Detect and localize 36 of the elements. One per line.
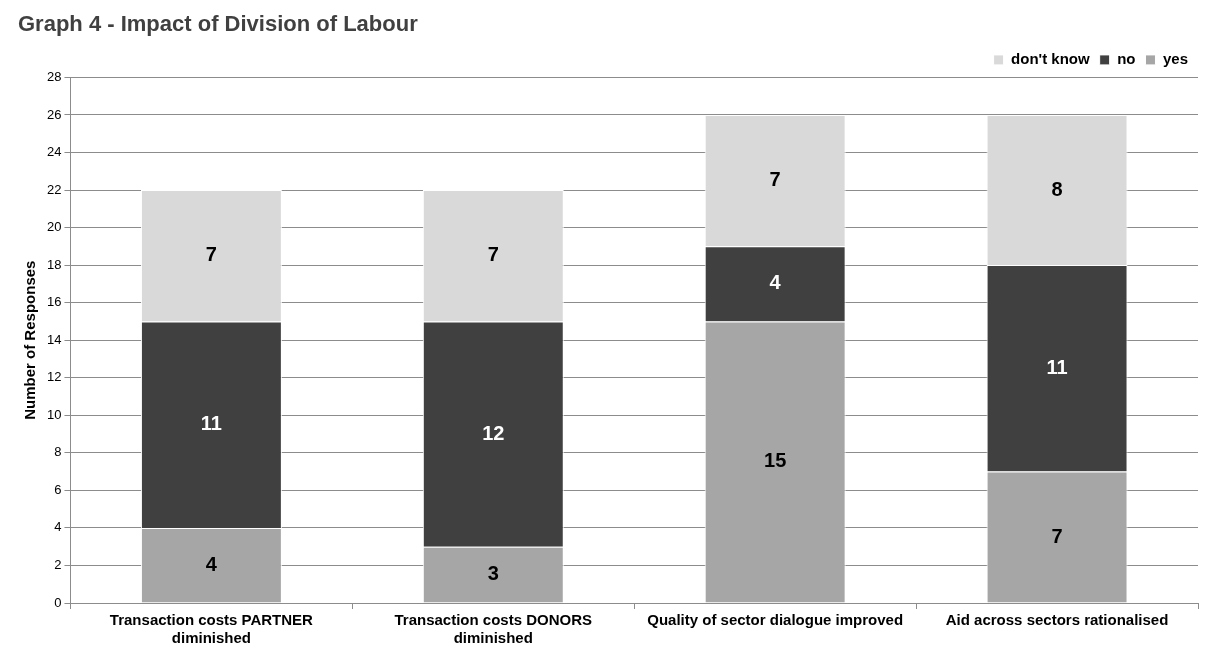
x-tick-label: Quality of sector dialogue improved xyxy=(647,611,904,629)
data-label: 4 xyxy=(769,271,782,294)
y-tick-label: 28 xyxy=(46,68,62,84)
legend-label: don't know xyxy=(1011,50,1090,68)
legend-label: no xyxy=(1117,50,1136,68)
data-label: 12 xyxy=(482,421,505,444)
y-tick-label: 2 xyxy=(54,557,62,573)
data-label: 11 xyxy=(200,412,222,435)
y-tick-label: 0 xyxy=(54,594,62,610)
y-tick-label: 24 xyxy=(46,144,62,160)
y-tick-label: 16 xyxy=(46,294,62,310)
x-tick-label: Transaction costs DONORS diminished xyxy=(394,611,593,647)
y-tick-label: 18 xyxy=(46,256,62,272)
y-tick-label: 10 xyxy=(46,406,62,422)
data-label: 8 xyxy=(1051,177,1063,200)
data-label: 7 xyxy=(769,168,781,191)
y-tick-label: 6 xyxy=(54,481,62,497)
legend-label: yes xyxy=(1162,50,1188,68)
y-tick-label: 4 xyxy=(54,519,62,535)
x-tick-label: Transaction costs PARTNER diminished xyxy=(109,611,314,647)
data-label: 7 xyxy=(487,243,499,266)
data-label: 7 xyxy=(1051,524,1063,547)
y-axis-title: Number of Responses xyxy=(21,260,39,420)
data-label: 4 xyxy=(205,552,218,575)
y-tick-label: 14 xyxy=(46,331,62,347)
chart-title: Graph 4 - Impact of Division of Labour xyxy=(18,11,419,37)
data-label: 7 xyxy=(205,243,217,266)
y-tick-label: 22 xyxy=(46,181,62,197)
data-label: 11 xyxy=(1046,355,1068,378)
y-tick-label: 8 xyxy=(54,444,62,460)
y-tick-label: 12 xyxy=(46,369,62,385)
data-label: 3 xyxy=(487,562,499,585)
x-tick-label: Aid across sectors rationalised xyxy=(945,611,1169,629)
y-tick-label: 20 xyxy=(46,219,62,235)
y-tick-label: 26 xyxy=(46,106,62,122)
data-label: 15 xyxy=(764,449,787,472)
